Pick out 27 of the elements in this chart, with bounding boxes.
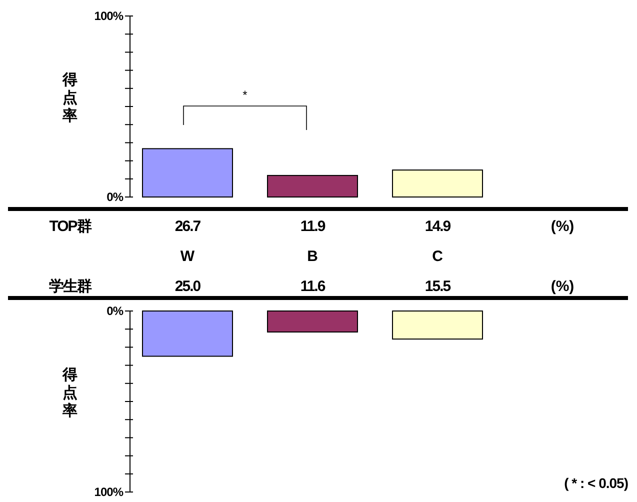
y-tick-label: 100% xyxy=(94,485,124,500)
bar xyxy=(142,148,233,198)
bar xyxy=(267,310,358,332)
text: TOP群 xyxy=(49,218,92,235)
y-axis-title: 得点率 xyxy=(62,366,78,420)
bar xyxy=(142,310,233,357)
bar xyxy=(392,170,483,198)
text: 26.7 xyxy=(174,218,200,235)
bar xyxy=(267,174,358,198)
annotation: ( * : < 0.05) xyxy=(564,475,628,491)
y-tick-label: 0% xyxy=(106,190,124,204)
annotation: * xyxy=(242,88,248,102)
text: (%) xyxy=(550,278,574,295)
bar xyxy=(392,310,483,340)
text: 15.5 xyxy=(424,278,450,295)
text: 11.9 xyxy=(300,218,325,235)
text: 25.0 xyxy=(174,278,200,295)
y-tick-label: 100% xyxy=(94,9,124,24)
text: 14.9 xyxy=(424,218,450,235)
text: 学生群 xyxy=(49,278,92,295)
x-tick-label: C xyxy=(432,248,444,265)
text: 11.6 xyxy=(300,278,325,295)
y-tick-label: 0% xyxy=(106,304,124,318)
x-tick-label: W xyxy=(180,248,196,265)
text: (%) xyxy=(550,218,574,235)
x-tick-label: B xyxy=(307,248,318,265)
y-axis-title: 得点率 xyxy=(62,72,78,124)
